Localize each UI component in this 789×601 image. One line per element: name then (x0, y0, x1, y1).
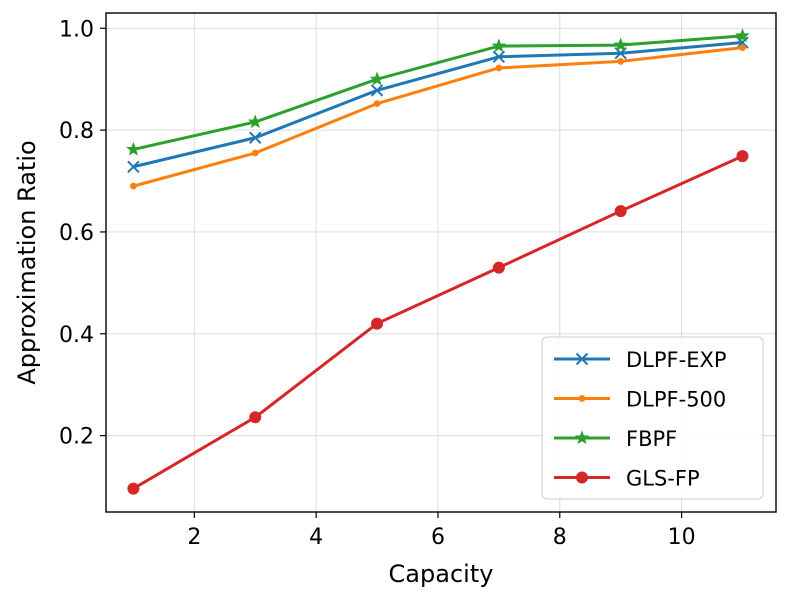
x-tick-label: 10 (668, 525, 696, 550)
legend-label: GLS-FP (626, 467, 700, 491)
x-tick-label: 4 (309, 525, 323, 550)
legend-item: FBPF (554, 427, 677, 451)
legend-item: GLS-FP (554, 467, 700, 491)
data-point (739, 44, 746, 52)
legend-marker (576, 471, 588, 484)
series-dlpf-exp (127, 36, 749, 173)
data-point (373, 100, 381, 108)
series-line (131, 41, 744, 169)
data-point (735, 28, 750, 43)
legend: DLPF-EXP DLPF-500 FBPF GLS-FP (541, 336, 764, 500)
series-line (131, 34, 744, 151)
data-point (127, 482, 140, 495)
data-point (247, 114, 263, 129)
legend-label: FBPF (626, 427, 677, 451)
legend-label: DLPF-EXP (626, 348, 727, 372)
data-point (492, 261, 505, 274)
legend-marker (578, 395, 586, 402)
legend-item: DLPF-EXP (554, 348, 727, 372)
data-point (613, 37, 628, 52)
legend-marker (575, 352, 589, 366)
data-point (495, 64, 503, 72)
data-point (126, 141, 141, 156)
plot-frame (105, 12, 777, 513)
y-tick-label: 1.0 (59, 17, 94, 42)
y-tick-label: 0.4 (59, 323, 94, 348)
grid (106, 13, 776, 512)
legend-marker (574, 430, 590, 445)
y-tick-label: 0.8 (59, 119, 94, 144)
data-point (492, 50, 506, 63)
data-point (614, 205, 627, 218)
y-axis-label: Approximation Ratio (13, 140, 41, 384)
legend-item: DLPF-500 (554, 388, 726, 412)
data-point (251, 149, 259, 157)
series-dlpf-500 (130, 44, 746, 190)
data-point (736, 150, 749, 163)
x-tick-label: 2 (187, 525, 201, 550)
series-line (131, 46, 744, 188)
data-point (369, 71, 385, 86)
data-point (130, 182, 137, 190)
ticks: 2 4 6 8 10 0.2 0.4 0.6 0.8 1.0 (59, 17, 696, 550)
legend-label: DLPF-500 (626, 388, 726, 412)
x-tick-label: 6 (431, 525, 445, 550)
series-layer (126, 28, 750, 495)
series-gls-fp (127, 150, 749, 495)
data-point (736, 36, 749, 49)
x-tick-label: 8 (553, 525, 567, 550)
y-tick-label: 0.6 (59, 221, 94, 246)
data-point (249, 411, 262, 424)
data-point (127, 160, 140, 173)
series-line (131, 154, 744, 491)
x-axis-label: Capacity (389, 560, 494, 588)
data-point (371, 317, 384, 330)
series-fbpf (126, 28, 750, 156)
data-point (491, 38, 507, 53)
data-point (249, 131, 262, 144)
data-point (370, 84, 384, 97)
data-point (617, 57, 625, 65)
y-tick-label: 0.2 (59, 425, 94, 450)
legend-box (541, 336, 764, 500)
